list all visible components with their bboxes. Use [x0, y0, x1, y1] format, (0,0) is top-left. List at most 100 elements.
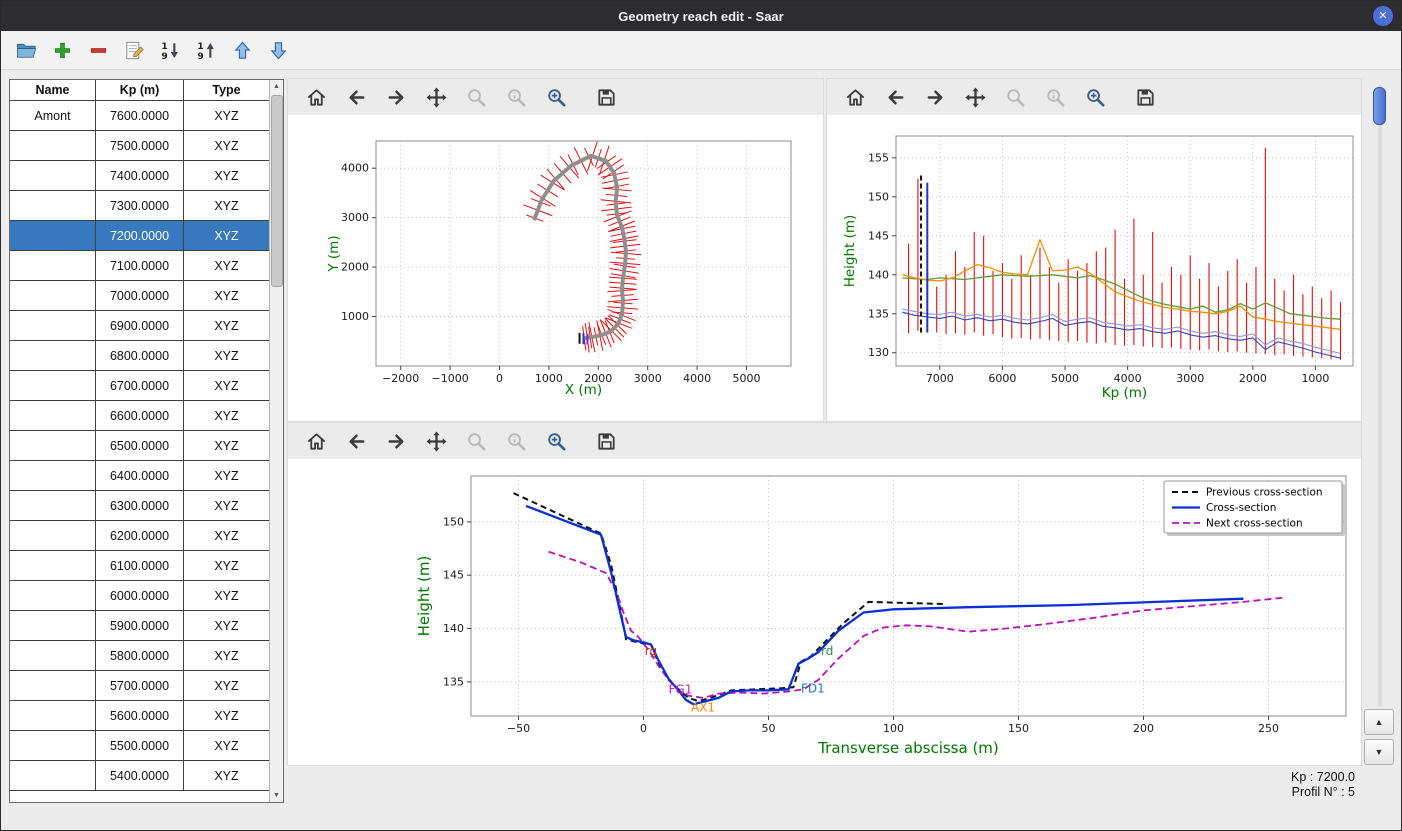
table-row[interactable]: 6200.0000 XYZ — [10, 521, 270, 551]
forward-icon[interactable] — [384, 85, 408, 109]
profile-down-button[interactable]: ▼ — [1364, 739, 1394, 765]
inspect-icon[interactable] — [504, 85, 528, 109]
pan-icon[interactable] — [963, 85, 987, 109]
table-cell-type: XYZ — [184, 281, 270, 311]
column-header[interactable]: Type — [184, 80, 270, 101]
table-row[interactable]: 5500.0000 XYZ — [10, 731, 270, 761]
table-row[interactable]: 6500.0000 XYZ — [10, 431, 270, 461]
close-button[interactable]: ✕ — [1373, 6, 1393, 26]
table-row[interactable]: 6100.0000 XYZ — [10, 551, 270, 581]
back-icon[interactable] — [883, 85, 907, 109]
table-cell-type: XYZ — [184, 131, 270, 161]
right-scrollbar-thumb[interactable] — [1373, 87, 1386, 125]
table-row[interactable]: 6700.0000 XYZ — [10, 371, 270, 401]
table-row[interactable]: 6900.0000 XYZ — [10, 311, 270, 341]
table-cell-kp: 5600.0000 — [96, 701, 184, 731]
table-row[interactable]: 7300.0000 XYZ — [10, 191, 270, 221]
table-row[interactable]: 5600.0000 XYZ — [10, 701, 270, 731]
table-cell-type: XYZ — [184, 221, 270, 251]
svg-text:5000: 5000 — [733, 372, 761, 385]
remove-button[interactable] — [85, 37, 112, 64]
table-row[interactable]: 5700.0000 XYZ — [10, 671, 270, 701]
table-row[interactable]: 7100.0000 XYZ — [10, 251, 270, 281]
right-scrollbar-track[interactable] — [1378, 85, 1382, 707]
table-row[interactable]: 5900.0000 XYZ — [10, 611, 270, 641]
back-icon[interactable] — [344, 429, 368, 453]
move-up-button[interactable] — [229, 37, 256, 64]
pan-icon[interactable] — [424, 429, 448, 453]
zoom-to-rect-icon[interactable] — [1083, 85, 1107, 109]
zoom-to-rect-icon[interactable] — [544, 85, 568, 109]
profile-up-button[interactable]: ▲ — [1364, 709, 1394, 735]
table-row[interactable]: 6400.0000 XYZ — [10, 461, 270, 491]
svg-text:2000: 2000 — [341, 261, 369, 274]
table-cell-name — [10, 221, 96, 251]
plan-view-chart: −2000 −1000 0 1000 2000 3000 4000 5000 1000 2000 3… — [288, 115, 823, 421]
svg-text:2000: 2000 — [1239, 372, 1267, 385]
table-cell-kp: 7000.0000 — [96, 281, 184, 311]
table-row[interactable]: 6600.0000 XYZ — [10, 401, 270, 431]
column-header[interactable]: Name — [10, 80, 96, 101]
scroll-up-icon[interactable]: ▲ — [273, 83, 280, 90]
home-icon[interactable] — [304, 85, 328, 109]
svg-text:9: 9 — [197, 52, 203, 62]
table-cell-name — [10, 671, 96, 701]
svg-text:150: 150 — [868, 190, 889, 203]
table-row[interactable]: 7500.0000 XYZ — [10, 131, 270, 161]
zoom-to-rect-icon[interactable] — [544, 429, 568, 453]
table-scrollbar-thumb[interactable] — [271, 95, 283, 287]
svg-text:0: 0 — [496, 372, 503, 385]
zoom-icon[interactable] — [464, 85, 488, 109]
zoom-icon[interactable] — [1003, 85, 1027, 109]
long-profile-toolbar — [827, 79, 1361, 115]
back-icon[interactable] — [344, 85, 368, 109]
zoom-icon[interactable] — [464, 429, 488, 453]
forward-icon[interactable] — [384, 429, 408, 453]
table-row[interactable]: 6800.0000 XYZ — [10, 341, 270, 371]
edit-button[interactable] — [121, 37, 148, 64]
open-button[interactable] — [13, 37, 40, 64]
save-icon[interactable] — [1133, 85, 1157, 109]
add-button[interactable] — [49, 37, 76, 64]
pan-icon[interactable] — [424, 85, 448, 109]
table-row[interactable]: Amont 7600.0000 XYZ — [10, 101, 270, 131]
home-icon[interactable] — [304, 429, 328, 453]
table-row[interactable]: 7400.0000 XYZ — [10, 161, 270, 191]
svg-text:rg: rg — [645, 644, 657, 658]
svg-text:150: 150 — [1008, 722, 1029, 735]
table-row[interactable]: 7200.0000 XYZ — [10, 221, 270, 251]
move-down-button[interactable] — [265, 37, 292, 64]
table-row[interactable]: 5400.0000 XYZ — [10, 761, 270, 791]
svg-text:145: 145 — [868, 229, 889, 242]
table-cell-name — [10, 461, 96, 491]
inspect-icon[interactable] — [504, 429, 528, 453]
svg-text:Height (m): Height (m) — [842, 215, 858, 288]
table-row[interactable]: 7000.0000 XYZ — [10, 281, 270, 311]
table-cell-type: XYZ — [184, 251, 270, 281]
table-header-row: Name Kp (m) Type — [10, 80, 270, 101]
table-cell-kp: 6200.0000 — [96, 521, 184, 551]
save-icon[interactable] — [594, 85, 618, 109]
inspect-icon[interactable] — [1043, 85, 1067, 109]
svg-text:130: 130 — [868, 346, 889, 359]
table-cell-name — [10, 191, 96, 221]
save-icon[interactable] — [594, 429, 618, 453]
table-row[interactable]: 5800.0000 XYZ — [10, 641, 270, 671]
svg-text:−50: −50 — [507, 722, 530, 735]
table-scrollbar[interactable]: ▲ ▼ — [269, 80, 283, 802]
table-cell-type: XYZ — [184, 611, 270, 641]
svg-text:rd: rd — [821, 644, 833, 658]
forward-icon[interactable] — [923, 85, 947, 109]
svg-text:Previous cross-section: Previous cross-section — [1206, 487, 1323, 499]
column-header[interactable]: Kp (m) — [96, 80, 184, 101]
table-cell-type: XYZ — [184, 671, 270, 701]
table-cell-type: XYZ — [184, 461, 270, 491]
svg-text:4000: 4000 — [683, 372, 711, 385]
table-cell-name — [10, 701, 96, 731]
table-row[interactable]: 6300.0000 XYZ — [10, 491, 270, 521]
home-icon[interactable] — [843, 85, 867, 109]
table-row[interactable]: 6000.0000 XYZ — [10, 581, 270, 611]
scroll-down-icon[interactable]: ▼ — [273, 792, 280, 799]
